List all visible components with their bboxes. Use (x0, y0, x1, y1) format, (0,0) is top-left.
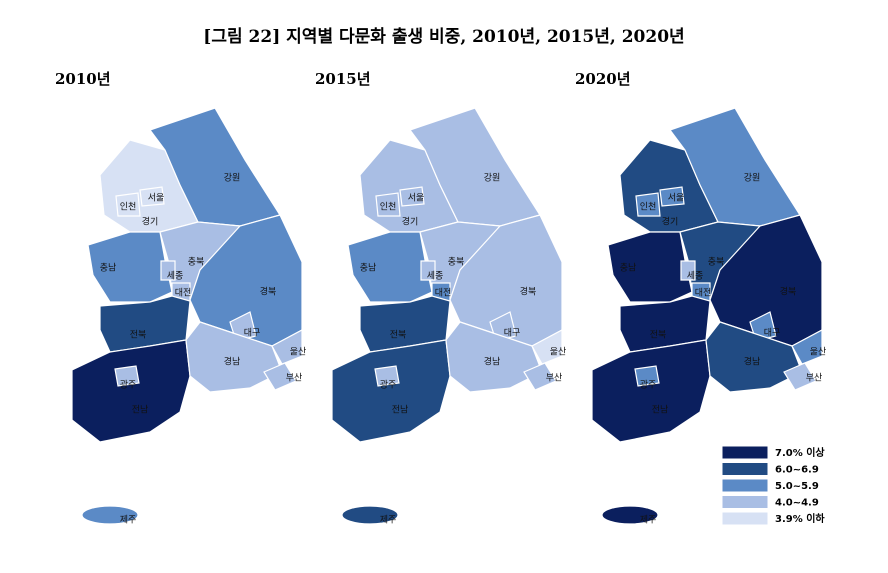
legend-swatch (721, 462, 769, 476)
region (263, 362, 297, 391)
region (341, 505, 399, 525)
region-label: 경기 (662, 216, 679, 228)
region (634, 365, 660, 387)
region (139, 186, 165, 207)
region (531, 329, 563, 365)
region (783, 362, 817, 391)
region-label: 전남 (392, 405, 409, 416)
legend-label: 4.0~4.9 (775, 498, 819, 509)
region-label: 경북 (520, 286, 537, 298)
map-year: 2020년 (575, 70, 631, 88)
region-label: 충남 (620, 263, 637, 274)
region-label: 경기 (402, 216, 419, 228)
region-label: 부산 (546, 373, 563, 384)
region-label: 세종 (427, 271, 444, 282)
region-label: 부산 (806, 373, 823, 384)
region-label: 충북 (708, 257, 725, 268)
region-label: 인천 (640, 202, 657, 213)
region-label: 전북 (650, 330, 667, 341)
region-label: 세종 (687, 271, 704, 282)
region (791, 329, 823, 365)
region-label: 광주 (380, 379, 397, 391)
region-label: 인천 (120, 202, 137, 213)
region (659, 186, 685, 207)
legend-swatch (721, 495, 769, 509)
region-label: 전남 (652, 405, 669, 416)
region (115, 192, 141, 217)
region-label: 서울 (408, 193, 425, 204)
region-label: 경남 (224, 356, 241, 368)
legend-swatch (721, 478, 769, 493)
region-label: 제주 (120, 515, 137, 526)
legend-label: 7.0% 이상 (775, 446, 825, 459)
region (160, 260, 176, 281)
region-label: 전북 (130, 330, 147, 341)
region-label: 전북 (390, 330, 407, 341)
region (523, 362, 557, 391)
legend-label: 3.9% 이하 (775, 512, 825, 525)
region-label: 충남 (100, 263, 117, 274)
region-label: 광주 (120, 379, 137, 391)
figure-title: [그림 22] 지역별 다문화 출생 비중, 2010년, 2015년, 202… (203, 27, 684, 47)
region-label: 울산 (550, 347, 567, 358)
region (375, 192, 401, 217)
region (71, 339, 191, 443)
region (399, 186, 425, 207)
region-label: 인천 (380, 202, 397, 213)
region-label: 강원 (744, 173, 761, 184)
region-label: 강원 (224, 173, 241, 184)
region-label: 제주 (380, 515, 397, 526)
region-label: 충북 (448, 257, 465, 268)
region (601, 505, 659, 525)
region-label: 울산 (810, 347, 827, 358)
region (114, 365, 140, 387)
region-label: 대전 (175, 288, 192, 299)
region-label: 대전 (695, 288, 712, 299)
region-label: 전남 (132, 405, 149, 416)
region-label: 경남 (744, 356, 761, 368)
region (680, 260, 696, 281)
region-label: 대구 (244, 328, 261, 339)
region (635, 192, 661, 217)
map-year: 2010년 (55, 70, 111, 88)
region (374, 365, 400, 387)
region-label: 제주 (640, 515, 657, 526)
map-year: 2015년 (315, 70, 371, 88)
region-label: 경기 (142, 216, 159, 228)
legend-swatch (721, 445, 769, 460)
region-label: 부산 (286, 373, 303, 384)
region-label: 강원 (484, 173, 501, 184)
region-label: 서울 (148, 193, 165, 204)
region (81, 505, 139, 525)
region-label: 서울 (668, 193, 685, 204)
region-label: 충남 (360, 263, 377, 274)
region (271, 329, 303, 365)
region-label: 경남 (484, 356, 501, 368)
region (331, 339, 451, 443)
region (591, 339, 711, 443)
legend-label: 6.0~6.9 (775, 465, 819, 476)
region-label: 대전 (435, 288, 452, 299)
legend-swatch (721, 511, 769, 526)
region-label: 충북 (188, 257, 205, 268)
region-label: 경북 (260, 286, 277, 298)
region-label: 울산 (290, 347, 307, 358)
region-label: 경북 (780, 286, 797, 298)
region-label: 대구 (504, 328, 521, 339)
region-label: 광주 (640, 379, 657, 391)
region-label: 대구 (764, 328, 781, 339)
region (420, 260, 436, 281)
legend-label: 5.0~5.9 (775, 481, 819, 492)
region-label: 세종 (167, 271, 184, 282)
